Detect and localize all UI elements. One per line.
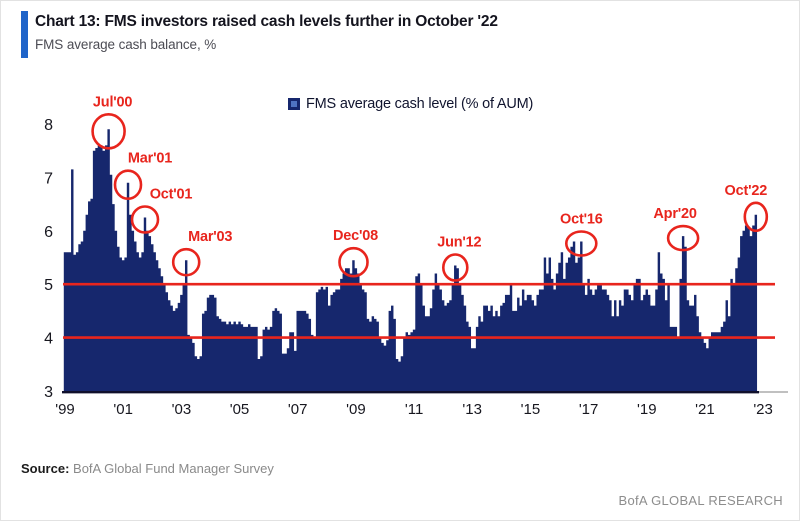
x-tick-11: '11 <box>405 401 423 418</box>
x-tick-13: '13 <box>462 401 482 418</box>
legend-marker-inner <box>291 101 297 107</box>
chart-subtitle: FMS average cash balance, % <box>35 36 217 52</box>
x-tick-03: '03 <box>172 401 192 418</box>
y-tick-4: 4 <box>44 331 53 348</box>
brand-footer: BofA GLOBAL RESEARCH <box>618 493 783 508</box>
annotation-circle-Oct16 <box>564 230 598 257</box>
legend-marker-icon <box>288 98 300 110</box>
annotation-circle-Jul00 <box>91 113 126 150</box>
y-tick-5: 5 <box>44 277 53 294</box>
title-accent-bar <box>21 11 28 58</box>
x-tick-99: '99 <box>55 401 75 418</box>
annotation-label-Mar03: Mar'03 <box>188 229 232 245</box>
legend-label: FMS average cash level (% of AUM) <box>306 96 534 112</box>
legend: FMS average cash level (% of AUM) <box>288 96 533 112</box>
annotation-label-Dec08: Dec'08 <box>333 228 378 244</box>
source-note: Source: BofA Global Fund Manager Survey <box>21 461 274 476</box>
x-tick-05: '05 <box>230 401 250 418</box>
x-tick-23: '23 <box>753 401 773 418</box>
header: Chart 13: FMS investors raised cash leve… <box>21 11 498 58</box>
annotation-circle-Mar01 <box>113 169 143 200</box>
x-tick-17: '17 <box>579 401 599 418</box>
annotation-circle-Dec08 <box>338 246 369 278</box>
x-tick-19: '19 <box>637 401 657 418</box>
x-tick-15: '15 <box>521 401 541 418</box>
annotation-label-Oct22: Oct'22 <box>725 183 768 199</box>
source-text: BofA Global Fund Manager Survey <box>69 461 274 476</box>
x-tick-21: '21 <box>695 401 715 418</box>
y-tick-3: 3 <box>44 384 53 401</box>
chart-title: Chart 13: FMS investors raised cash leve… <box>35 13 498 30</box>
annotation-label-Apr20: Apr'20 <box>653 206 696 222</box>
x-tick-07: '07 <box>288 401 308 418</box>
annotation-label-Oct16: Oct'16 <box>560 212 603 228</box>
y-tick-8: 8 <box>44 117 53 134</box>
annotation-circle-Mar03 <box>171 247 201 277</box>
annotation-label-Jun12: Jun'12 <box>437 235 481 251</box>
annotation-circle-Oct22 <box>743 201 769 233</box>
annotation-label-Mar01: Mar'01 <box>128 151 172 167</box>
annotation-circle-Oct01 <box>130 205 160 234</box>
bars-series <box>63 129 758 392</box>
annotation-circle-Jun12 <box>441 253 469 282</box>
annotation-circle-Apr20 <box>666 224 700 252</box>
y-tick-6: 6 <box>44 224 53 241</box>
source-label: Source: <box>21 461 70 476</box>
x-tick-09: '09 <box>346 401 366 418</box>
x-tick-01: '01 <box>113 401 133 418</box>
annotation-label-Oct01: Oct'01 <box>150 187 193 203</box>
y-tick-7: 7 <box>44 170 53 187</box>
annotation-label-Jul00: Jul'00 <box>93 94 132 110</box>
